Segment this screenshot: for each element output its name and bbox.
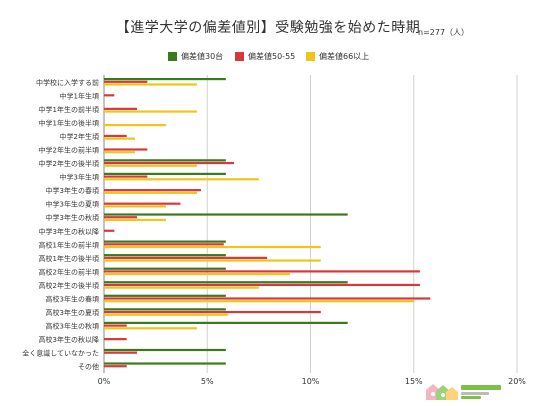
bar-s2 [104,148,148,151]
bar-s1 [104,294,226,297]
chart-title: 【進学大学の偏差値別】受験勉強を始めた時期 [115,20,421,36]
bar-s3 [104,300,414,303]
bar-s2 [104,94,115,97]
bar-s3 [104,327,197,330]
bar-s1 [104,362,226,365]
bar-s3 [104,273,290,276]
category-label: 高校1年生の前半頃 [39,240,99,249]
bar-s2 [104,229,115,232]
bar-s2 [104,351,138,354]
legend-swatch-s1 [168,52,177,61]
bar-s2 [104,270,420,273]
bar-s2 [104,310,321,314]
bar-s1 [104,172,226,175]
category-label: 高校3年生の夏頃 [46,308,99,317]
legend-swatch-s3 [306,52,315,61]
category-label: 高校2年生の前半頃 [39,267,99,276]
bar-s3 [104,110,197,113]
bar-s3 [104,259,321,262]
x-tick-label: 15% [405,377,423,386]
legend-item-s3: 偏差値66以上 [306,51,369,62]
category-label: 中学2年生の前半頃 [39,146,99,155]
sample-size-note: n=277（人） [418,28,470,37]
bar-s1 [104,213,348,216]
category-label: その他 [78,362,99,371]
category-label: 中学1年生の後半頃 [39,118,99,127]
bar-s3 [104,245,321,249]
bar-s2 [104,107,138,110]
bar-s2 [104,324,127,327]
bar-s3 [104,151,135,154]
legend-label-s2: 偏差値50-55 [248,52,296,61]
bar-s2 [104,161,235,165]
bar-s1 [104,321,348,324]
bar-s2 [104,134,127,138]
bar-s2 [104,283,420,287]
category-label: 中学3年生の夏頃 [46,200,99,209]
bar-s2 [104,189,202,192]
bar-s3 [104,83,197,86]
legend-item-s2: 偏差値50-55 [235,51,295,62]
x-tick-label: 10% [302,377,320,386]
bar-s2 [104,80,148,83]
brand-logo [426,384,501,400]
category-label: 中学2年生の後半頃 [39,159,99,168]
category-label: 高校1年生の後半頃 [39,254,99,263]
bar-s1 [104,281,348,284]
bar-s3 [104,218,166,222]
category-label: 中学1年生頃 [60,91,99,100]
category-label: 中学1年生の前半頃 [39,105,99,114]
x-tick-label: 20% [508,377,526,386]
legend-item-s1: 偏差値30台 [168,51,223,62]
x-tick-label: 5% [201,377,214,386]
legend-label-s1: 偏差値30台 [181,52,224,61]
category-label: 中学3年生の秋頃 [46,213,99,222]
bar-s3 [104,164,197,167]
bar-s2 [104,365,127,368]
category-label: 中学3年生の秋以降 [39,227,99,236]
bar-s1 [104,348,226,352]
legend-swatch-s2 [235,52,244,61]
bar-s3 [104,205,166,208]
legend: 偏差値30台 偏差値50-55 偏差値66以上 [0,51,536,63]
bar-s1 [104,159,226,162]
category-label: 高校3年生の春頃 [46,295,99,304]
bar-s3 [104,137,135,140]
legend-label-s3: 偏差値66以上 [319,52,370,61]
bar-s2 [104,243,224,246]
bar-s1 [104,254,226,257]
bar-s3 [104,124,166,127]
category-label: 中学校に入学する前 [36,78,99,87]
category-label: 中学3年生の春頃 [46,186,99,195]
bar-s2 [104,175,148,178]
bar-s2 [104,338,127,341]
bar-s1 [104,77,226,81]
category-label: 全く意識していなかった [22,349,99,358]
bar-s3 [104,313,228,316]
bar-s1 [104,308,226,311]
category-label: 高校2年生の後半頃 [39,281,99,290]
bar-s3 [104,178,259,181]
bar-s2 [104,256,268,259]
category-label: 中学2年生頃 [60,132,99,141]
bar-s2 [104,216,138,219]
category-label: 高校3年生の秋頃 [46,322,99,331]
bar-s1 [104,267,226,270]
bar-s3 [104,191,197,194]
category-label: 高校3年生の秋以降 [39,335,99,344]
bar-s2 [104,297,431,300]
x-tick-label: 0% [98,377,111,386]
bar-s1 [104,240,226,243]
bar-s3 [104,286,259,289]
bar-s2 [104,202,181,205]
category-label: 中学3年生頃 [60,173,99,182]
